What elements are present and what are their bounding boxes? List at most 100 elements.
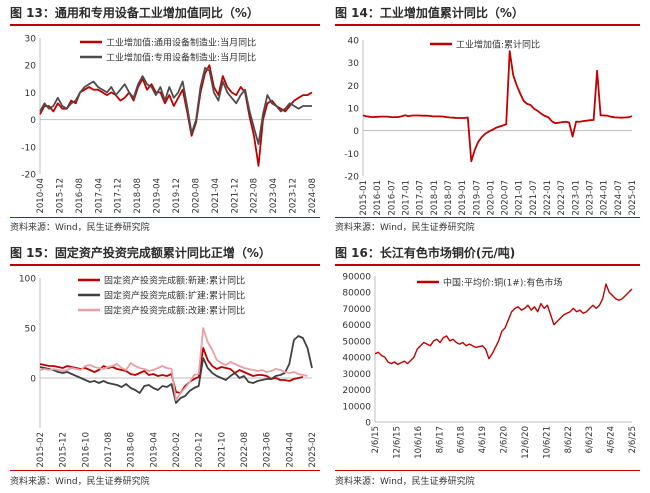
source-note: 资料来源：Wind，民生证券研究院 — [10, 477, 150, 487]
x-tick-label: 4/6/19 — [478, 426, 488, 453]
chart-fig14: -20 -10 0 10 20 30 40 2015-01 2016-01 2016-07 2017… — [344, 37, 638, 216]
y-tick-label: 10000 — [342, 402, 371, 412]
x-tick-label: 2019-04 — [153, 178, 163, 214]
x-tick-label: 2016-07 — [387, 180, 397, 216]
x-tick-label: 10/6/21 — [542, 426, 552, 459]
y-tick-label: 40000 — [342, 354, 371, 364]
x-tick-label: 2017-01 — [401, 180, 411, 216]
series-line — [362, 50, 633, 163]
source-divider — [10, 470, 320, 471]
series-line — [39, 64, 313, 167]
y-tick-label: 0 — [30, 116, 36, 126]
legend-label: 工业增加值:通用设备制造业:当月同比 — [106, 37, 256, 49]
y-tick-label: 0 — [30, 375, 36, 385]
x-tick-label: 2/6/15 — [371, 426, 381, 453]
x-tick-label: 2016-08 — [75, 178, 85, 214]
y-tick-label: 20 — [25, 62, 37, 72]
x-tick-label: 2/6/20 — [500, 426, 510, 453]
x-tick-label: 2020-02 — [172, 432, 182, 468]
x-tick-label: 2018-08 — [133, 178, 143, 214]
x-tick-label: 2022-08 — [250, 178, 260, 214]
x-tick-label: 2017-12 — [114, 178, 124, 214]
y-tick-label: 80000 — [342, 289, 371, 299]
legend-label: 固定资产投资完成额:改建:累计同比 — [104, 305, 245, 317]
series-line — [39, 335, 313, 404]
x-tick-label: 2021-01 — [515, 180, 525, 216]
y-tick-label: 50 — [25, 325, 37, 335]
panel-title: 图 16：长江有色市场铜价(元/吨) — [335, 246, 516, 260]
x-tick-label: 10/6/16 — [414, 426, 424, 459]
x-tick-label: 4/6/24 — [607, 426, 617, 453]
x-tick-label: 2024-08 — [308, 178, 318, 214]
x-tick-label: 8/6/22 — [564, 426, 574, 453]
y-tick-label: -20 — [21, 171, 36, 181]
x-tick-label: 2024-04 — [285, 432, 295, 468]
panel-fig16: 图 16：长江有色市场铜价(元/吨) 0 10000 20000 30000 40000… — [335, 242, 640, 492]
y-tick-label: 70000 — [342, 305, 371, 315]
y-tick-label: 10 — [25, 89, 37, 99]
panel-title: 图 13：通用和专用设备工业增加值同比（%） — [10, 6, 259, 20]
x-tick-label: 2025-02 — [308, 432, 318, 468]
source-note: 资料来源：Wind，民生证券研究院 — [335, 477, 475, 487]
legend-label: 固定资产投资完成额:扩建:累计同比 — [104, 290, 245, 302]
title-divider — [335, 24, 640, 26]
source-note: 资料来源：Wind，民生证券研究院 — [10, 223, 150, 233]
legend-label: 中国:平均价:铜(1#):有色市场 — [443, 277, 562, 289]
y-tick-label: -10 — [21, 143, 36, 153]
y-tick-label: 20000 — [342, 386, 371, 396]
y-tick-label: 30 — [25, 35, 37, 45]
x-tick-label: 2018-07 — [444, 180, 454, 216]
panel-fig15: 图 15：固定资产投资完成额累计同比正增（%） 0 50 100 2015-02 201… — [10, 242, 320, 492]
title-divider — [10, 264, 320, 266]
y-tick-label: 100 — [19, 275, 36, 285]
title-divider — [335, 264, 640, 266]
x-tick-label: 2017-08 — [104, 432, 114, 468]
x-tick-label: 2016-10 — [81, 432, 91, 468]
y-tick-label: 0 — [365, 419, 371, 429]
x-tick-label: 2015-12 — [59, 432, 69, 468]
x-tick-label: 2023-01 — [571, 180, 581, 216]
y-tick-label: -20 — [344, 173, 359, 183]
source-divider — [10, 217, 320, 218]
y-tick-label: 0 — [353, 127, 359, 137]
x-tick-label: 2010-04 — [36, 178, 46, 214]
x-tick-label: 2020-07 — [501, 180, 511, 216]
x-tick-label: 2021-10 — [217, 432, 227, 468]
x-tick-label: 2023-12 — [289, 178, 299, 214]
x-tick-label: 2019-01 — [458, 180, 468, 216]
series-line — [39, 327, 308, 401]
x-tick-label: 2021-12 — [230, 178, 240, 214]
x-tick-label: 2020-08 — [191, 178, 201, 214]
x-tick-label: 8/6/17 — [435, 426, 445, 453]
x-tick-label: 2018-01 — [430, 180, 440, 216]
legend-label: 固定资产投资完成额:新建:累计同比 — [104, 275, 245, 287]
y-tick-label: 90000 — [342, 273, 371, 283]
legend-label: 工业增加值:专用设备制造业:当月同比 — [106, 52, 256, 64]
x-tick-label: 2/6/25 — [628, 426, 638, 453]
x-tick-label: 6/6/23 — [585, 426, 595, 453]
y-tick-label: 10 — [348, 105, 360, 115]
panel-title: 图 15：固定资产投资完成额累计同比正增（%） — [10, 246, 271, 260]
x-tick-label: 2020-01 — [486, 180, 496, 216]
x-tick-label: 2019-07 — [472, 180, 482, 216]
x-tick-label: 2017-04 — [94, 178, 104, 214]
y-tick-label: 20 — [348, 82, 360, 92]
x-tick-label: 2021-07 — [529, 180, 539, 216]
x-tick-label: 2025-01 — [628, 180, 638, 216]
title-divider — [10, 24, 320, 26]
x-tick-label: 2022-07 — [557, 180, 567, 216]
y-tick-label: 40 — [348, 37, 360, 47]
x-tick-label: 12/6/15 — [392, 426, 402, 459]
y-tick-label: 60000 — [342, 321, 371, 331]
source-note: 资料来源：Wind，民生证券研究院 — [335, 223, 475, 233]
x-tick-label: 2020-12 — [195, 432, 205, 468]
x-tick-label: 2015-02 — [36, 432, 46, 468]
x-tick-label: 2019-12 — [172, 178, 182, 214]
x-tick-label: 12/6/20 — [521, 426, 531, 459]
y-tick-label: -10 — [344, 150, 359, 160]
x-tick-label: 2024-01 — [600, 180, 610, 216]
source-divider — [335, 217, 640, 218]
x-tick-label: 2016-01 — [373, 180, 383, 216]
x-tick-label: 2023-07 — [586, 180, 596, 216]
panel-title: 图 14：工业增加值累计同比（%） — [335, 6, 524, 20]
